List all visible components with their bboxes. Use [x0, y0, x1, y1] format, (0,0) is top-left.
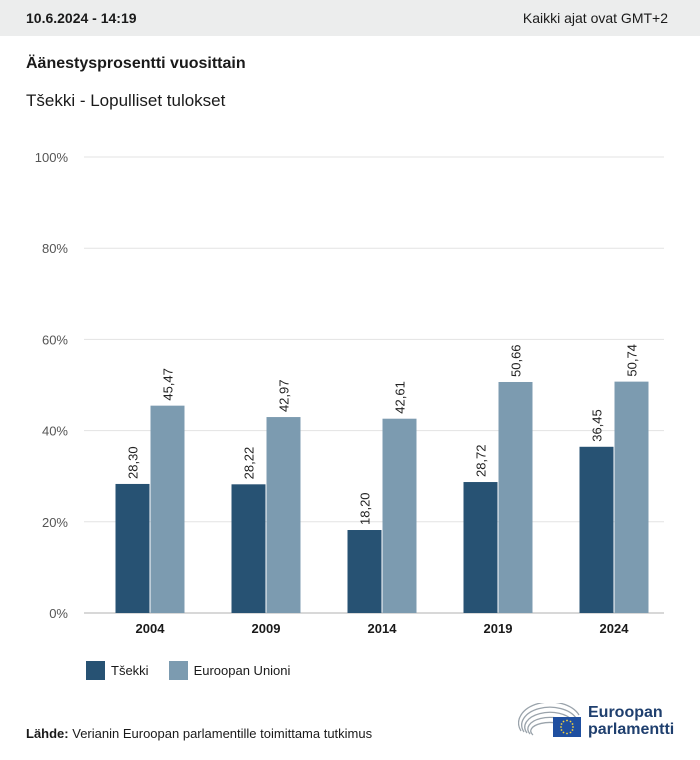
- bar-series1: [347, 530, 382, 613]
- bar-series2: [150, 405, 185, 613]
- y-tick-label: 0%: [49, 606, 68, 621]
- publish-date: 10.6.2024 - 14:19: [26, 10, 137, 26]
- data-label: 50,74: [625, 344, 640, 377]
- chart-subtitle: Tšekki - Lopulliset tulokset: [26, 91, 226, 110]
- y-tick-label: 100%: [35, 150, 69, 165]
- bar-series2: [498, 381, 533, 613]
- logo-text: Euroopan parlamentti: [588, 704, 674, 738]
- chart-title: Äänestysprosentti vuosittain: [26, 55, 246, 72]
- source-text: Verianin Euroopan parlamentille toimitta…: [72, 726, 373, 741]
- y-tick-label: 80%: [42, 241, 68, 256]
- bar-series1: [463, 482, 498, 613]
- data-label: 28,72: [474, 444, 489, 477]
- bar-series2: [266, 417, 301, 613]
- bar-series2: [614, 381, 649, 613]
- logo-line2: parlamentti: [588, 721, 675, 738]
- legend: Tšekki Euroopan Unioni: [86, 661, 290, 680]
- data-label: 36,45: [590, 409, 605, 442]
- y-tick-label: 20%: [42, 515, 68, 530]
- x-tick-label: 2004: [136, 621, 166, 636]
- data-label: 28,30: [126, 446, 141, 479]
- x-tick-label: 2019: [484, 621, 513, 636]
- legend-swatch-series2: [168, 661, 188, 680]
- logo-line1: Euroopan: [588, 704, 663, 721]
- legend-label-series2: Euroopan Unioni: [193, 663, 291, 678]
- legend-label-series1: Tšekki: [111, 663, 149, 678]
- data-label: 18,20: [358, 492, 373, 525]
- source-label: Lähde:: [26, 726, 69, 741]
- timezone-note: Kaikki ajat ovat GMT+2: [522, 10, 668, 26]
- data-label: 50,66: [509, 344, 524, 377]
- legend-item-series2: Euroopan Unioni: [168, 661, 291, 680]
- bar-chart: 0% 20% 40% 60% 80% 100% 28,30 45,47 2004 28,22 42,…: [35, 150, 664, 636]
- y-tick-label: 40%: [42, 424, 68, 439]
- y-tick-label: 60%: [42, 332, 68, 347]
- bar-series1: [579, 446, 614, 613]
- bar-series1: [231, 484, 266, 613]
- bar-series2: [382, 418, 417, 613]
- data-label: 42,61: [393, 381, 408, 414]
- legend-item-series1: Tšekki: [86, 661, 149, 680]
- source-note: Lähde: Verianin Euroopan parlamentille t…: [26, 726, 372, 741]
- legend-swatch-series1: [86, 661, 105, 680]
- data-label: 42,97: [277, 380, 292, 413]
- x-tick-label: 2024: [600, 621, 630, 636]
- top-bar: 10.6.2024 - 14:19 Kaikki ajat ovat GMT+2: [0, 0, 700, 36]
- x-tick-label: 2014: [368, 621, 398, 636]
- bar-series1: [115, 483, 150, 613]
- data-label: 28,22: [242, 447, 257, 480]
- x-tick-label: 2009: [252, 621, 281, 636]
- european-parliament-logo: Euroopan parlamentti: [518, 703, 674, 739]
- parliament-emblem-icon: [518, 703, 581, 737]
- data-label: 45,47: [161, 368, 176, 401]
